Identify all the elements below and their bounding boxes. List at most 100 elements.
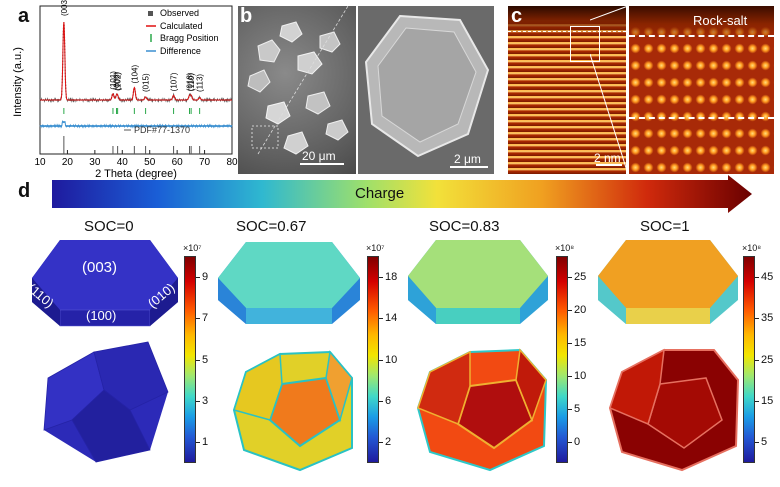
stem-image-overview: 2 nm	[508, 6, 626, 174]
colorbar-tick-label: 6	[385, 394, 392, 407]
panel-label-d: d	[18, 180, 31, 202]
colorbar-tick-mark	[568, 376, 572, 378]
panel-label-c: c	[511, 5, 523, 27]
colorbar-tick-mark	[196, 400, 200, 402]
xrd-x-tick-label: 50	[144, 157, 156, 168]
colorbar-tick-mark	[196, 276, 200, 278]
colorbar-tick-mark	[568, 309, 572, 311]
colorbar-tick-label: 18	[385, 270, 398, 283]
xrd-plot-frame	[39, 5, 233, 155]
sem-scale-bar-left	[300, 163, 344, 165]
xrd-peak-labels: (003) (101)(006)(102) (104) (015) (107) (018)…	[60, 0, 205, 92]
colorbar-tick-label: 2	[385, 436, 392, 449]
colorbar-tick-mark	[379, 400, 383, 402]
xrd-reference-lines	[63, 136, 201, 154]
xrd-peak-label: (101)	[109, 71, 118, 90]
charge-label: Charge	[355, 185, 405, 202]
soc-label-0: SOC=0	[84, 218, 134, 235]
soc-label-2: SOC=0.83	[429, 218, 500, 235]
colorbar-tick-mark	[755, 318, 759, 320]
colorbar-multiplier-soc-2: ×10⁸	[555, 243, 575, 253]
colorbar-tick-mark	[379, 318, 383, 320]
colorbar-soc-1	[367, 256, 379, 463]
soc-label-3: SOC=1	[640, 218, 690, 235]
colorbar-tick-label: 25	[761, 353, 774, 366]
colorbar-tick-mark	[568, 442, 572, 444]
colorbar-multiplier-soc-3: ×10⁸	[742, 243, 762, 253]
colorbar-multiplier-soc-0: ×10⁷	[183, 243, 202, 253]
crystal-polyhedron-soc-1	[232, 350, 353, 472]
xrd-legend: Observed Calculated Bragg Position Diffe…	[146, 8, 219, 56]
sem-image-low-mag: 20 μm	[238, 6, 356, 174]
xrd-bragg-ticks	[63, 108, 201, 114]
facet-label-100: (100)	[86, 308, 117, 323]
legend-calculated: Calculated	[160, 21, 203, 31]
xrd-x-tick-label: 60	[172, 157, 184, 168]
rock-salt-upper-boundary	[629, 35, 774, 37]
panel-label-a: a	[18, 5, 30, 27]
xrd-x-tick-label: 70	[199, 157, 211, 168]
legend-bragg: Bragg Position	[160, 33, 219, 43]
colorbar-tick-mark	[196, 442, 200, 444]
xrd-x-ticks: 10 20 30 40 50 60 70 80	[34, 150, 238, 168]
xrd-y-axis-label: Intensity (a.u.)	[12, 47, 24, 117]
xrd-peak-label: (102)	[114, 72, 123, 91]
xrd-x-tick-label: 80	[226, 157, 238, 168]
crystal-polyhedron-soc-0	[43, 341, 169, 463]
stem-zoom-box	[570, 26, 600, 62]
colorbar-tick-label: 10	[385, 353, 398, 366]
colorbar-multiplier-soc-1: ×10⁷	[366, 243, 385, 253]
xrd-x-tick-label: 10	[34, 157, 46, 168]
rock-salt-label: Rock-salt	[693, 13, 748, 28]
crystal-plate-soc-1	[218, 242, 360, 324]
xrd-x-tick-label: 40	[117, 157, 129, 168]
colorbar-tick-label: 5	[761, 436, 768, 449]
xrd-peak-label: (110)	[187, 73, 196, 91]
colorbar-tick-label: 35	[761, 312, 774, 325]
colorbar-tick-mark	[568, 342, 572, 344]
xrd-difference-series	[39, 120, 233, 129]
stem-scale-bar	[596, 164, 622, 166]
colorbar-tick-mark	[755, 359, 759, 361]
panel-label-b: b	[240, 5, 253, 27]
colorbar-tick-mark	[568, 409, 572, 411]
colorbar-tick-mark	[755, 400, 759, 402]
sem-image-high-mag: 2 μm	[358, 6, 494, 174]
legend-marker-observed	[148, 11, 153, 16]
colorbar-tick-label: 9	[202, 270, 209, 283]
sem-scale-bar-right	[450, 166, 488, 168]
sem-scale-label-right: 2 μm	[454, 152, 481, 166]
crystal-plate-soc-0	[32, 240, 178, 327]
crystal-polyhedron-soc-3	[608, 348, 740, 472]
colorbar-tick-mark	[755, 276, 759, 278]
colorbar-tick-label: 1	[202, 436, 209, 449]
colorbar-tick-label: 14	[385, 312, 398, 325]
colorbar-tick-mark	[568, 276, 572, 278]
colorbar-tick-label: 7	[202, 312, 209, 325]
xrd-x-axis-label: 2 Theta (degree)	[95, 168, 177, 180]
colorbar-tick-mark	[379, 359, 383, 361]
xrd-x-tick-label: 20	[62, 157, 74, 168]
xrd-peak-label: (015)	[142, 73, 151, 92]
colorbar-tick-label: 10	[574, 370, 587, 383]
facet-label-003: (003)	[82, 259, 118, 276]
xrd-peak-label: (018)	[185, 72, 194, 91]
rock-salt-lower-boundary	[629, 117, 774, 119]
legend-difference: Difference	[160, 46, 201, 56]
colorbar-tick-label: 3	[202, 394, 209, 407]
colorbar-tick-mark	[196, 359, 200, 361]
colorbar-tick-mark	[379, 442, 383, 444]
colorbar-tick-label: 5	[202, 353, 209, 366]
colorbar-tick-label: 45	[761, 270, 774, 283]
xrd-x-tick-label: 30	[89, 157, 101, 168]
xrd-peak-label: (003)	[60, 0, 69, 16]
colorbar-soc-0	[184, 256, 196, 463]
crystal-plate-soc-2	[408, 240, 548, 324]
charge-arrow-shape	[52, 175, 752, 213]
soc-label-1: SOC=0.67	[236, 218, 307, 235]
colorbar-tick-label: 15	[574, 336, 587, 349]
crystal-polyhedron-soc-2	[416, 348, 548, 472]
colorbar-tick-label: 0	[574, 436, 581, 449]
